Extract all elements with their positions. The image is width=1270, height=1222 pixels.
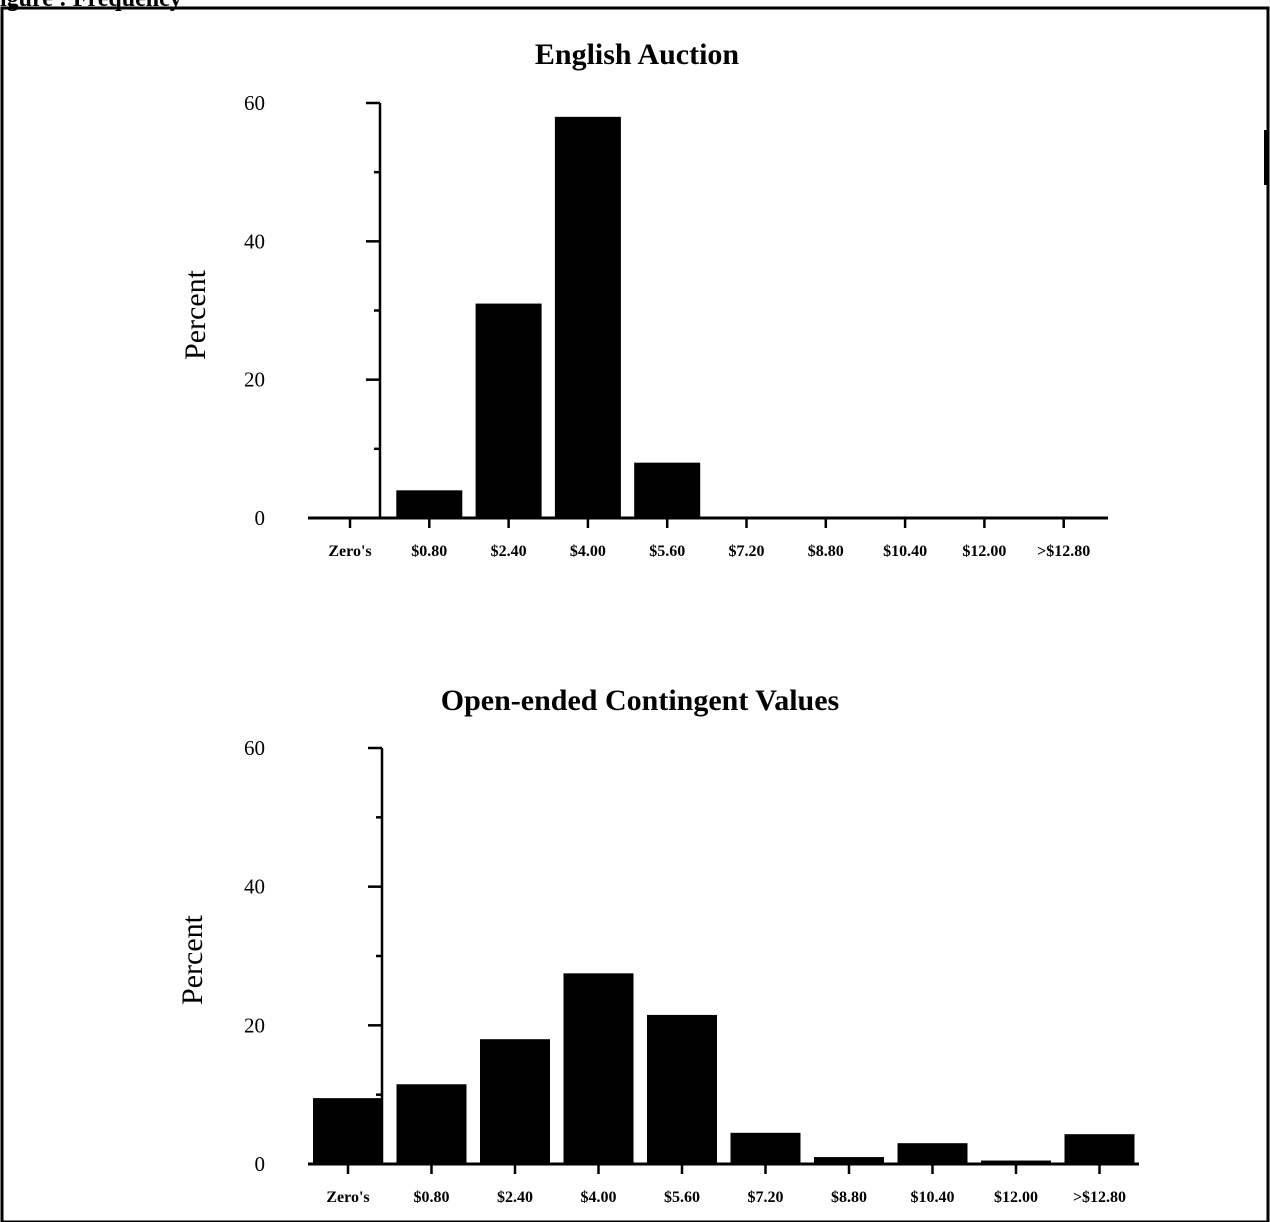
x-tick-label: Zero's <box>326 1189 369 1206</box>
chart-open-ended-contingent-values: Open-ended Contingent Values Percent 0 20 40… <box>176 684 1139 1206</box>
y-tick-label: 40 <box>244 875 265 899</box>
figure-header-fragment: igure : Frequency <box>0 0 182 12</box>
x-tick-label: $12.00 <box>962 543 1006 560</box>
bar <box>554 116 621 518</box>
y-tick-label: 20 <box>244 368 265 392</box>
bar <box>396 1084 467 1164</box>
y-tick-label: 0 <box>255 506 266 530</box>
x-tick-label: $2.40 <box>491 543 527 560</box>
x-tick-label: $0.80 <box>411 543 447 560</box>
bar <box>634 462 701 518</box>
bar <box>814 1157 884 1164</box>
x-tick-label: $2.40 <box>497 1189 533 1206</box>
bar <box>981 1160 1051 1164</box>
bar <box>1064 1134 1135 1164</box>
y-tick-label: 60 <box>244 91 265 115</box>
x-tick-label: $10.40 <box>883 543 927 560</box>
x-tick-label: $12.00 <box>994 1189 1038 1206</box>
y-axis-label: Percent <box>179 269 212 360</box>
y-tick-label: 40 <box>244 229 265 253</box>
bar <box>730 1132 801 1164</box>
bar <box>313 1098 383 1164</box>
x-tick-label: >$12.80 <box>1073 1189 1126 1206</box>
figure-border <box>0 6 1270 1222</box>
x-tick-label: $5.60 <box>649 543 685 560</box>
y-tick-label: 20 <box>244 1013 265 1037</box>
x-tick-label: $7.20 <box>748 1189 784 1206</box>
x-tick-label: $0.80 <box>414 1189 450 1206</box>
x-tick-label: $10.40 <box>911 1189 955 1206</box>
x-tick-label: $8.80 <box>831 1189 867 1206</box>
chart-english-auction: English Auction Percent 0 20 40 60 Zero's $0.80… <box>179 38 1108 560</box>
y-axis-label: Percent <box>176 914 209 1005</box>
y-tick-label: 0 <box>255 1152 266 1176</box>
bar <box>475 303 542 518</box>
x-tick-label: $5.60 <box>664 1189 700 1206</box>
x-tick-label: $4.00 <box>581 1189 617 1206</box>
x-tick-label: $7.20 <box>729 543 765 560</box>
y-tick-label: 60 <box>244 736 265 760</box>
bar <box>897 1143 968 1164</box>
bar <box>647 1014 717 1164</box>
chart-title: Open-ended Contingent Values <box>441 684 839 717</box>
x-tick-label: >$12.80 <box>1037 543 1090 560</box>
bar <box>480 1039 550 1164</box>
bar <box>396 490 463 518</box>
chart-title: English Auction <box>535 38 740 71</box>
x-tick-label: $8.80 <box>808 543 844 560</box>
x-tick-label: $4.00 <box>570 543 606 560</box>
x-tick-label: Zero's <box>328 543 371 560</box>
bar <box>563 973 634 1164</box>
